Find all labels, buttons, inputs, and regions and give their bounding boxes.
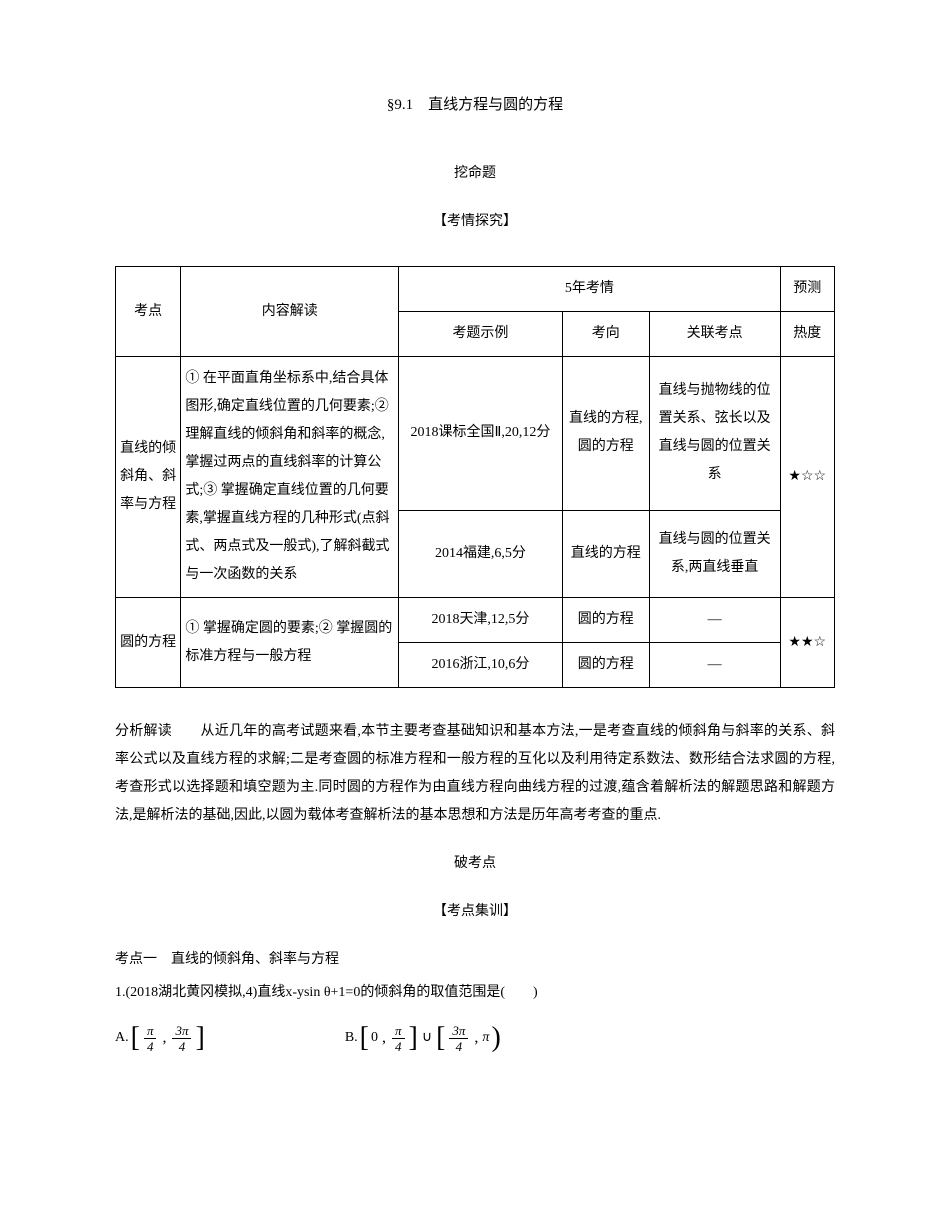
row2-topic: 圆的方程 (116, 598, 181, 688)
row2-heat: ★★☆ (780, 598, 835, 688)
subheading-mining: 挖命题 (115, 160, 835, 188)
analysis-body: 从近几年的高考试题来看,本节主要考查基础知识和基本方法,一是考查直线的倾斜角与斜… (115, 724, 835, 823)
fraction-3pi-4: 3π4 (172, 1024, 191, 1053)
subheading-break: 破考点 (115, 850, 835, 878)
row2-related2: — (649, 643, 780, 688)
kaodian-one-heading: 考点一 直线的倾斜角、斜率与方程 (115, 946, 835, 974)
left-bracket-icon: [ (131, 1024, 140, 1052)
option-b-label: B. (345, 1024, 358, 1052)
subheading-training: 【考点集训】 (115, 898, 835, 926)
comma: , (162, 1022, 166, 1054)
left-bracket-icon: [ (436, 1024, 445, 1052)
options-row: A. [ π4 , 3π4 ] B. [ 0 , π4 ] ∪ [ 3π4 , … (115, 1022, 835, 1054)
row2-direction2: 圆的方程 (562, 643, 649, 688)
row1-direction2: 直线的方程 (562, 510, 649, 597)
row1-example1: 2018课标全国Ⅱ,20,12分 (399, 357, 562, 511)
fraction-3pi-4-b: 3π4 (449, 1024, 468, 1053)
right-bracket-icon: ] (409, 1024, 418, 1052)
row1-related1: 直线与抛物线的位置关系、弦长以及直线与圆的位置关系 (649, 357, 780, 511)
analysis-label: 分析解读 (115, 724, 172, 739)
question-1: 1.(2018湖北黄冈模拟,4)直线x-ysin θ+1=0的倾斜角的取值范围是… (115, 979, 835, 1007)
th-kaoxiang: 考向 (562, 312, 649, 357)
row1-direction1: 直线的方程,圆的方程 (562, 357, 649, 511)
row2-related1: — (649, 598, 780, 643)
row2-direction1: 圆的方程 (562, 598, 649, 643)
left-bracket-icon: [ (360, 1024, 369, 1052)
th-yuce: 预测 (780, 267, 835, 312)
comma: , (382, 1022, 386, 1054)
th-kaodian: 考点 (116, 267, 181, 357)
fraction-pi-4: π4 (144, 1024, 157, 1053)
right-bracket-icon: ] (195, 1024, 204, 1052)
row1-example2: 2014福建,6,5分 (399, 510, 562, 597)
th-wunian: 5年考情 (399, 267, 780, 312)
th-redu: 热度 (780, 312, 835, 357)
analysis-paragraph: 分析解读 从近几年的高考试题来看,本节主要考查基础知识和基本方法,一是考查直线的… (115, 718, 835, 830)
right-paren-icon: ) (491, 1024, 500, 1052)
fraction-pi-4-b: π4 (392, 1024, 405, 1053)
th-neirong: 内容解读 (181, 267, 399, 357)
row2-example1: 2018天津,12,5分 (399, 598, 562, 643)
row1-heat: ★☆☆ (780, 357, 835, 598)
th-kaoti: 考题示例 (399, 312, 562, 357)
option-b: B. [ 0 , π4 ] ∪ [ 3π4 , π ) (345, 1022, 501, 1054)
subheading-exploration: 【考情探究】 (115, 208, 835, 236)
exam-table: 考点 内容解读 5年考情 预测 考题示例 考向 关联考点 热度 直线的倾斜角、斜… (115, 266, 835, 688)
row1-topic: 直线的倾斜角、斜率与方程 (116, 357, 181, 598)
row1-related2: 直线与圆的位置关系,两直线垂直 (649, 510, 780, 597)
pi-symbol: π (482, 1024, 489, 1052)
option-a-label: A. (115, 1024, 129, 1052)
comma: , (474, 1022, 478, 1054)
th-guanlian: 关联考点 (649, 312, 780, 357)
row2-example2: 2016浙江,10,6分 (399, 643, 562, 688)
row1-content: ① 在平面直角坐标系中,结合具体图形,确定直线位置的几何要素;② 理解直线的倾斜… (181, 357, 399, 598)
row2-content: ① 掌握确定圆的要素;② 掌握圆的标准方程与一般方程 (181, 598, 399, 688)
union-symbol: ∪ (422, 1024, 432, 1052)
zero: 0 (371, 1024, 378, 1052)
section-title: §9.1 直线方程与圆的方程 (115, 90, 835, 120)
option-a: A. [ π4 , 3π4 ] (115, 1022, 205, 1054)
